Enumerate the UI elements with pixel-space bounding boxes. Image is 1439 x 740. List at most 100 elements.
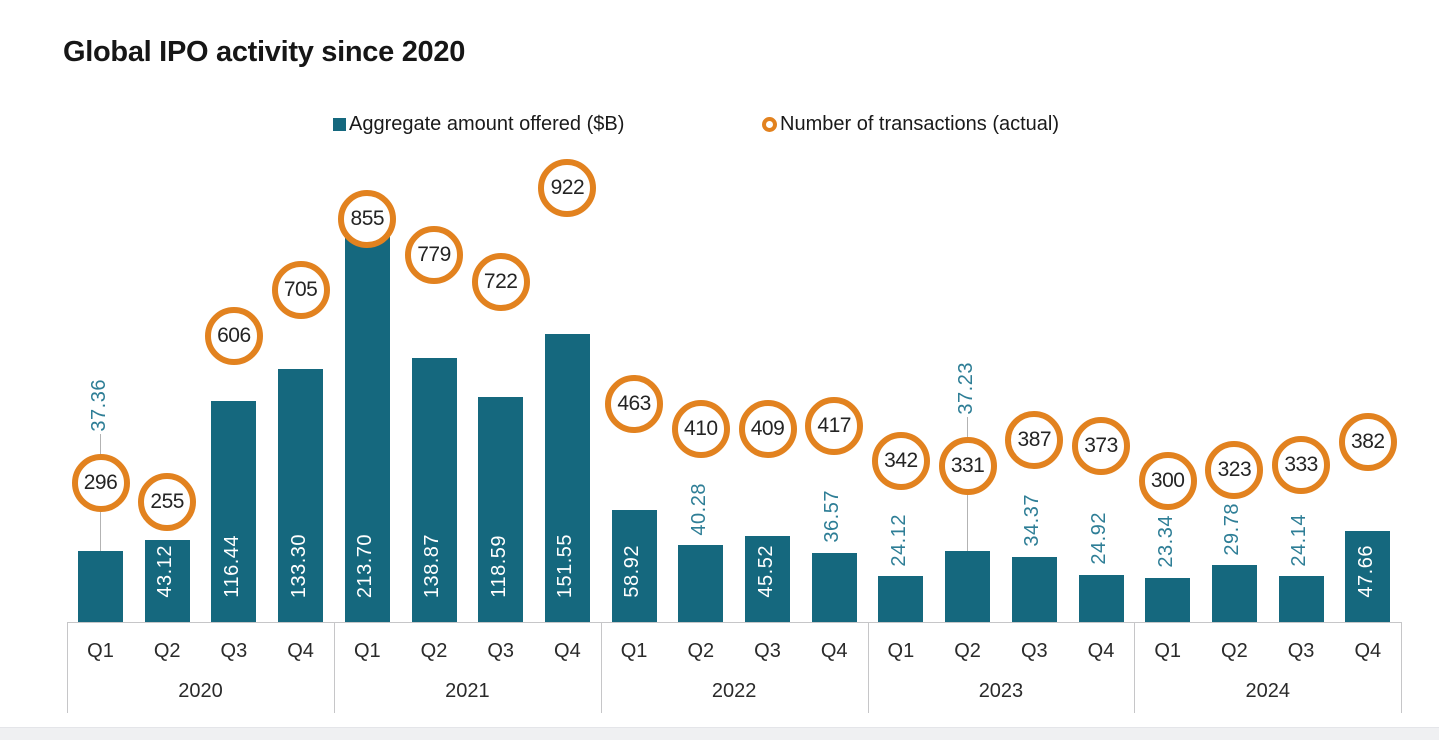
year-divider [333, 622, 335, 713]
transactions-value: 779 [417, 242, 451, 266]
transactions-value: 300 [1150, 468, 1185, 492]
amount-label: 151.55 [554, 533, 577, 598]
transactions-value: 333 [1284, 453, 1318, 477]
year-label: 2020 [178, 680, 223, 702]
quarter-label: Q4 [1087, 640, 1115, 662]
quarter-label: Q2 [954, 640, 981, 662]
transactions-value: 855 [350, 207, 385, 231]
quarter-label: Q3 [1287, 640, 1315, 662]
transactions-value: 387 [1017, 427, 1052, 451]
bar [478, 396, 524, 622]
transactions-value: 342 [884, 448, 918, 472]
transactions-value: 722 [483, 269, 518, 293]
bar [1145, 577, 1191, 622]
transactions-circle: 855 [338, 190, 397, 249]
amount-label: 118.59 [487, 535, 510, 598]
quarter-label: Q1 [1154, 640, 1182, 662]
amount-label: 23.34 [1154, 515, 1177, 568]
quarter-label: Q3 [1020, 640, 1048, 662]
transactions-circle: 705 [271, 260, 330, 319]
amount-label: 213.70 [354, 533, 377, 598]
quarter-label: Q4 [287, 640, 314, 662]
quarter-label: Q4 [820, 640, 848, 662]
transactions-circle: 387 [1005, 410, 1064, 469]
transactions-value: 463 [617, 391, 651, 415]
ring-swatch-icon [762, 116, 777, 132]
amount-label: 24.14 [1288, 513, 1311, 567]
amount-label: 29.78 [1221, 502, 1244, 556]
quarter-label: Q3 [754, 640, 781, 662]
transactions-circle: 373 [1072, 417, 1130, 476]
quarter-label: Q1 [887, 640, 915, 662]
transactions-circle: 300 [1138, 451, 1197, 510]
transactions-circle: 463 [605, 374, 664, 433]
quarter-label: Q2 [1221, 640, 1248, 662]
year-divider [1401, 622, 1403, 713]
year-divider [67, 622, 69, 713]
bar [344, 215, 390, 622]
transactions-value: 296 [83, 470, 118, 494]
quarter-label: Q4 [554, 640, 581, 662]
transactions-circle: 382 [1338, 413, 1397, 471]
transactions-value: 417 [817, 413, 851, 437]
transactions-circle: 410 [671, 399, 730, 458]
amount-label: 34.37 [1021, 494, 1044, 547]
year-divider [867, 622, 869, 713]
transactions-circle: 779 [405, 225, 463, 284]
bar [411, 358, 457, 622]
quarter-label: Q3 [487, 640, 515, 662]
amount-label: 37.23 [954, 362, 977, 416]
transactions-value: 410 [684, 416, 718, 440]
transactions-value: 331 [950, 454, 985, 478]
amount-label: 58.92 [621, 545, 644, 598]
transactions-circle: 409 [738, 400, 797, 459]
footer-strip [0, 727, 1439, 740]
quarter-label: Q1 [353, 640, 381, 662]
amount-label: 45.52 [754, 545, 777, 598]
bar [811, 552, 857, 622]
bar [1011, 556, 1057, 622]
transactions-value: 409 [750, 417, 785, 441]
transactions-circle: 333 [1272, 436, 1331, 495]
bar [544, 334, 590, 622]
transactions-circle: 255 [138, 472, 197, 531]
bar [1278, 576, 1324, 622]
transactions-value: 373 [1084, 434, 1118, 458]
bar [211, 400, 257, 622]
quarter-label: Q2 [420, 640, 448, 662]
transactions-circle: 417 [805, 396, 864, 455]
transactions-circle: 296 [71, 453, 130, 512]
legend-item-bars: Aggregate amount offered ($B) [333, 110, 624, 138]
bar [278, 368, 324, 622]
quarter-label: Q2 [153, 640, 181, 662]
transactions-circle: 722 [471, 252, 530, 311]
transactions-value: 606 [217, 324, 251, 348]
bar [144, 540, 190, 622]
transactions-value: 323 [1217, 457, 1252, 481]
amount-label: 37.36 [87, 378, 110, 432]
year-divider [600, 622, 602, 713]
bar [678, 545, 724, 622]
year-divider [1134, 622, 1136, 713]
bar [945, 551, 991, 622]
amount-label: 24.12 [887, 513, 910, 567]
transactions-value: 382 [1351, 430, 1385, 453]
transactions-value: 705 [283, 277, 318, 301]
amount-label: 43.12 [154, 545, 177, 598]
amount-label: 133.30 [287, 533, 310, 598]
quarter-label: Q3 [220, 640, 248, 662]
amount-label: 40.28 [687, 482, 710, 536]
transactions-circle: 606 [204, 307, 263, 366]
amount-label: 47.66 [1354, 545, 1377, 598]
amount-label: 24.92 [1088, 512, 1110, 565]
bar [745, 535, 790, 622]
transactions-circle: 331 [938, 437, 997, 496]
legend-item-circles: Number of transactions (actual) [762, 110, 1059, 138]
bar [1345, 531, 1391, 622]
chart-title: Global IPO activity since 2020 [63, 36, 466, 68]
transactions-circle: 342 [871, 431, 930, 490]
bar [1211, 565, 1257, 622]
legend: Aggregate amount offered ($B) Number of … [0, 110, 1439, 140]
